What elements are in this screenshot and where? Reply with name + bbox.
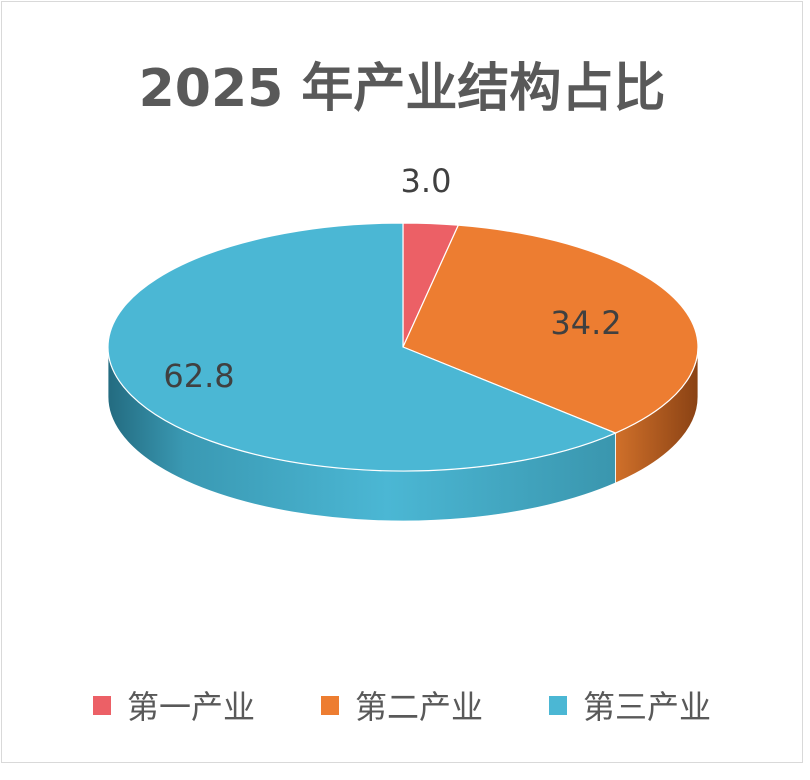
legend-item: 第三产业 (549, 682, 711, 728)
legend-label: 第二产业 (354, 688, 483, 726)
legend-swatch (320, 695, 339, 715)
chart-area: 2025 年产业结构占比 3.0 34.2 62.8 第一产业 第二产业 第三产业 (1, 1, 803, 763)
legend-item: 第二产业 (320, 682, 483, 728)
legend-label: 第一产业 (126, 688, 255, 726)
pie-slice[interactable] (107, 222, 618, 472)
data-label: 34.2 (550, 304, 621, 342)
legend: 第一产业 第二产业 第三产业 (2, 682, 802, 728)
pie-slice[interactable] (402, 224, 699, 434)
legend-label: 第三产业 (583, 688, 712, 726)
chart-title: 2025 年产业结构占比 (138, 59, 666, 119)
data-label: 3.0 (401, 162, 452, 200)
legend-swatch (92, 695, 111, 715)
pie-chart: 3.0 34.2 62.8 (107, 162, 699, 522)
data-label: 62.8 (163, 357, 234, 395)
legend-item: 第一产业 (92, 682, 255, 728)
legend-swatch (549, 695, 567, 715)
